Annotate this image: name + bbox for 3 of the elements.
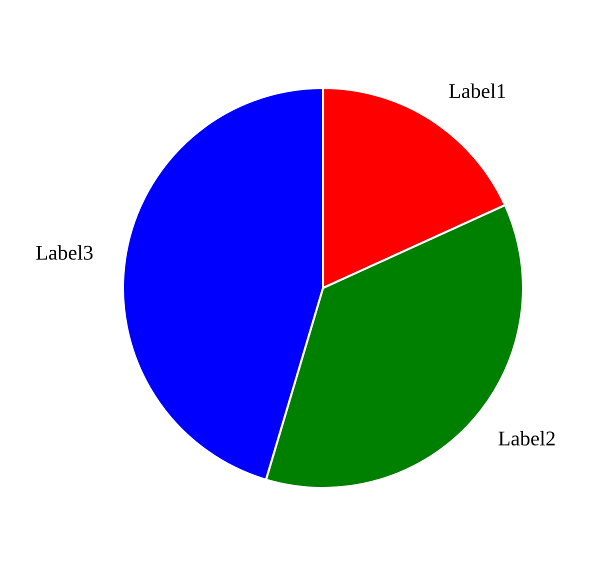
slice-label: Label3 <box>36 245 93 260</box>
slice-label: Label2 <box>498 430 555 446</box>
slice-label: Label1 <box>449 83 506 98</box>
